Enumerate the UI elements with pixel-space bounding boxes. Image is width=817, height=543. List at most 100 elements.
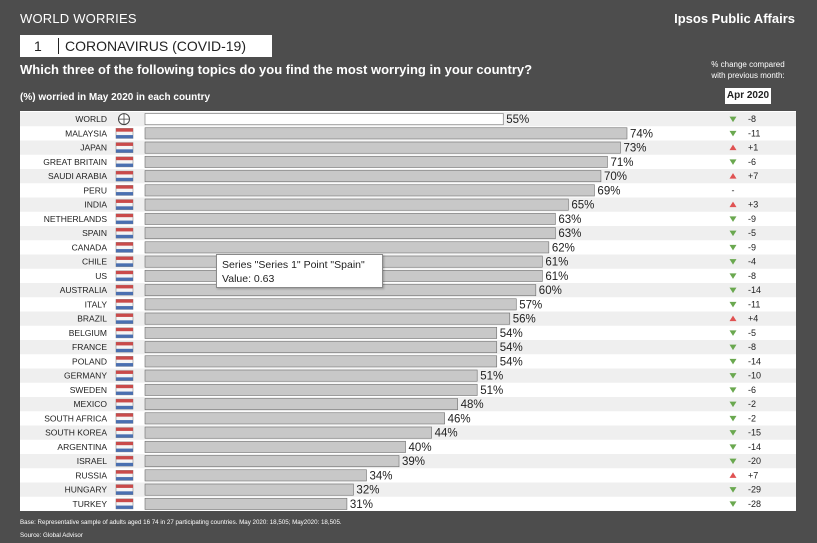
up-arrow-icon [729,173,737,179]
row-stripe [20,482,796,497]
bar [144,170,602,183]
flag-stripe [116,462,133,467]
change-value: -8 [748,114,756,124]
flag-stripe [116,185,133,189]
change-value: -2 [748,399,756,409]
change-value: -6 [748,385,756,395]
change-value: -4 [748,257,756,267]
bar [144,198,569,211]
topic-divider [58,38,59,54]
value-label: 34% [369,470,392,482]
source-note: Source: Global Advisor [20,532,83,539]
down-arrow-icon [729,487,737,493]
value-label: 69% [597,185,620,197]
bar [144,383,478,396]
flag-stripe [116,434,133,438]
flag-stripe [116,192,133,196]
change-header-line-1: % change compared [711,60,785,69]
down-arrow-icon [729,430,737,436]
country-label: SWEDEN [70,385,107,395]
flag-stripe [116,399,133,403]
value-label: 61% [545,271,568,283]
topic-box: 1 CORONAVIRUS (COVID-19) [20,35,272,57]
tooltip-value-line: Value: 0.63 [222,273,275,285]
flag-stripe [116,456,133,460]
flag-stripe [116,384,133,389]
bar [144,426,432,439]
value-label: 32% [356,485,379,497]
down-arrow-icon [729,130,737,137]
bar [144,369,478,382]
bar [144,326,498,339]
flag-stripe [116,427,133,431]
value-label: 39% [402,456,425,468]
change-value: +7 [748,470,758,480]
flag-stripe [116,234,133,239]
country-label: GERMANY [64,371,107,381]
change-header: % change compared with previous month: [690,59,806,81]
flag-stripe [116,413,133,417]
flag-stripe [116,242,133,246]
change-value: -8 [748,342,756,352]
flag-stripe [116,348,133,353]
down-arrow-icon [729,373,737,379]
topic-number: 1 [34,38,42,54]
flag-stripe [116,199,133,203]
bar [144,212,556,225]
series-title: WORLD WORRIES [20,11,137,26]
country-label: SOUTH AFRICA [44,413,107,423]
country-label: RUSSIA [75,470,107,480]
bar [144,398,458,411]
value-label: 63% [558,214,581,226]
bar [144,312,511,325]
value-label: 60% [539,285,562,297]
value-label: 71% [610,157,633,169]
change-value: +1 [748,143,758,153]
change-header-line-2: with previous month: [711,71,785,80]
flag-stripe [116,163,133,167]
value-label: 54% [500,342,523,354]
value-label: 31% [350,499,373,511]
country-label: TURKEY [73,499,108,509]
value-label: 63% [558,228,581,240]
down-arrow-icon [729,273,737,279]
value-label: 74% [630,128,653,140]
change-value: -6 [748,157,756,167]
change-value: -15 [748,428,761,438]
flag-stripe [116,142,133,146]
down-arrow-icon [729,401,737,408]
flag-stripe [116,177,133,182]
country-label: CANADA [72,242,108,252]
value-label: 65% [571,200,594,212]
bar [144,227,556,240]
value-label: 44% [435,428,458,440]
value-label: 54% [500,328,523,340]
flag-stripe [116,285,133,289]
comparison-month: Apr 2020 [725,88,771,104]
flag-stripe [116,249,133,253]
change-value: -29 [748,485,761,495]
change-value: - [732,185,735,195]
down-arrow-icon [729,330,737,336]
down-arrow-icon [729,159,737,165]
bar [144,141,621,154]
down-arrow-icon [729,387,737,393]
bar [144,455,400,468]
country-label: SPAIN [82,228,107,238]
down-arrow-icon [729,116,737,123]
country-label: ARGENTINA [57,442,107,452]
country-label: HUNGARY [65,485,108,495]
change-value: -14 [748,285,761,295]
flag-stripe [116,363,133,367]
value-label: 57% [519,299,542,311]
country-label: INDIA [84,200,107,210]
flag-stripe [116,491,133,495]
change-value: -5 [748,328,756,338]
change-value: -5 [748,228,756,238]
flag-stripe [116,356,133,360]
country-label: JAPAN [80,143,107,153]
country-label: PERU [83,185,107,195]
bar [144,113,504,126]
value-label: 40% [409,442,432,454]
